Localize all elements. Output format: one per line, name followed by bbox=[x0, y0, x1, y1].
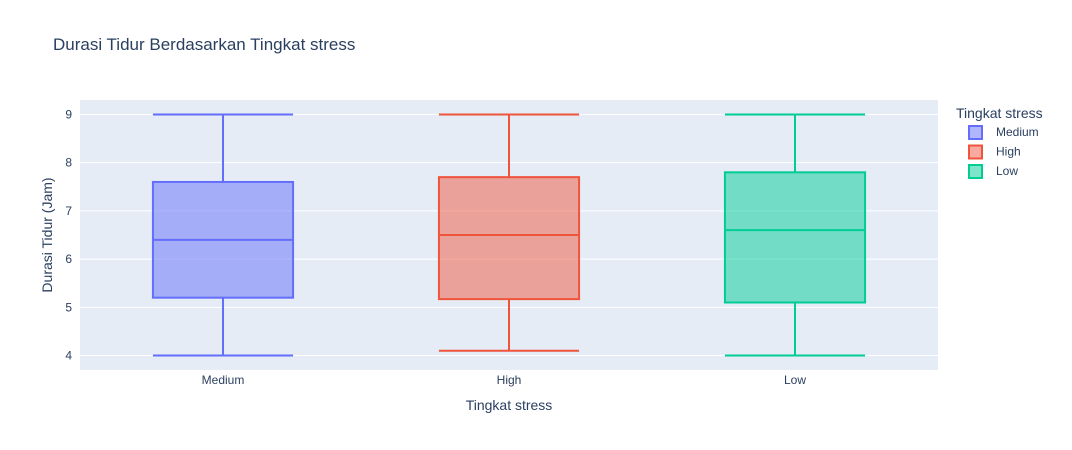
y-axis-ticks: 4 5 6 7 8 9 bbox=[65, 107, 72, 362]
x-axis-title: Tingkat stress bbox=[466, 397, 553, 413]
legend-item-low: Low bbox=[968, 164, 1018, 179]
legend-label: Low bbox=[996, 164, 1018, 178]
x-axis-ticks: Medium High Low bbox=[202, 373, 807, 387]
y-axis-title: Durasi Tidur (Jam) bbox=[39, 177, 55, 292]
legend-swatch bbox=[968, 144, 983, 160]
box-series bbox=[151, 113, 867, 357]
legend-item-high: High bbox=[968, 144, 1021, 160]
iqr-box bbox=[437, 176, 581, 301]
x-tick-label-low: Low bbox=[784, 373, 806, 387]
legend-label: Medium bbox=[996, 125, 1039, 139]
chart-title: Durasi Tidur Berdasarkan Tingkat stress bbox=[53, 35, 355, 54]
box-high bbox=[437, 113, 581, 352]
legend-label: High bbox=[996, 145, 1021, 159]
x-tick-label-medium: Medium bbox=[202, 373, 245, 387]
legend-swatch bbox=[968, 125, 983, 140]
legend-title: Tingkat stress bbox=[956, 105, 1043, 121]
legend: Tingkat stress Medium High Low bbox=[956, 105, 1043, 179]
box-low bbox=[723, 113, 867, 357]
iqr-box bbox=[723, 171, 867, 304]
y-tick-label-7: 7 bbox=[65, 204, 72, 218]
legend-item-medium: Medium bbox=[968, 125, 1039, 140]
x-tick-label-high: High bbox=[497, 373, 522, 387]
y-tick-label-9: 9 bbox=[65, 107, 72, 121]
y-tick-label-4: 4 bbox=[65, 349, 72, 363]
y-tick-label-5: 5 bbox=[65, 300, 72, 314]
y-tick-label-8: 8 bbox=[65, 156, 72, 170]
box-medium bbox=[151, 113, 295, 357]
y-tick-label-6: 6 bbox=[65, 252, 72, 266]
legend-swatch bbox=[968, 164, 983, 179]
